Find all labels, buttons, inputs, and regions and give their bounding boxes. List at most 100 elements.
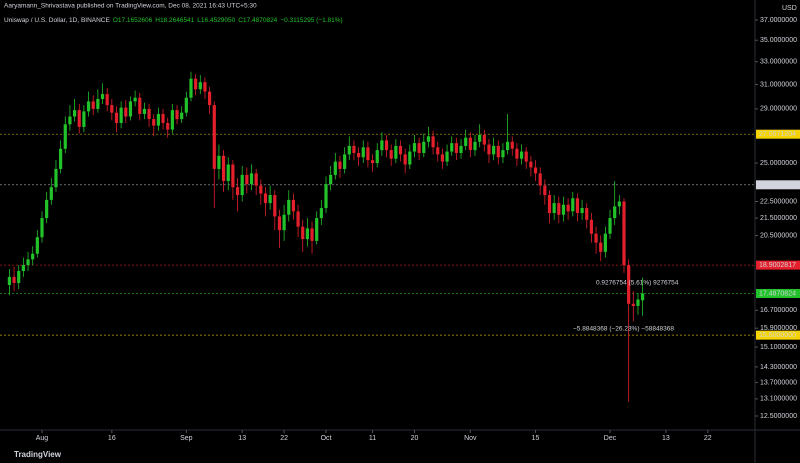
candle-body	[617, 201, 621, 207]
measure-annotation: −5.8848368 (−26.23%) −58848368	[573, 326, 674, 333]
price-label: 17.4870824	[759, 290, 796, 297]
x-tick-label: Oct	[321, 435, 332, 442]
candle-body	[12, 276, 16, 283]
price-label-box	[756, 129, 800, 139]
y-tick-label: 25.0000000	[760, 160, 797, 167]
candle-body	[114, 112, 119, 123]
candle-body	[31, 253, 35, 260]
candle-body	[445, 151, 449, 162]
price-label: 15.6000000	[759, 332, 796, 339]
candle-body	[152, 119, 156, 126]
candle-body	[82, 111, 86, 127]
candle-body	[450, 143, 454, 152]
candle-body	[217, 155, 221, 169]
candle-body	[394, 145, 398, 159]
y-tick-label: 13.1000000	[760, 396, 797, 403]
candle-body	[305, 228, 309, 240]
candle-body	[245, 174, 249, 185]
candle-body	[203, 82, 207, 92]
candle-body	[268, 195, 272, 204]
candle-body	[254, 173, 258, 186]
symbol-legend: Uniswap / U.S. Dollar, 1D, BINANCE O17.16…	[4, 17, 343, 24]
candle-body	[77, 110, 81, 127]
candle-body	[478, 134, 482, 142]
candle-body	[454, 143, 458, 153]
x-tick-label: Aug	[36, 435, 49, 442]
y-tick-label: 37.0000000	[760, 17, 797, 24]
candle-body	[561, 204, 566, 215]
candle-body	[492, 145, 496, 155]
candle-body	[194, 78, 198, 90]
y-tick-label: 16.7000000	[760, 307, 797, 314]
candle-body	[259, 185, 263, 194]
candle-body	[110, 105, 114, 113]
price-label-box	[756, 330, 800, 340]
candle-body	[459, 145, 463, 153]
y-tick-label: 12.5000000	[760, 413, 797, 420]
x-tick-label: 15	[532, 435, 540, 442]
candle-body	[641, 293, 645, 301]
candle-body	[166, 122, 170, 130]
candle-body	[333, 161, 337, 175]
candle-body	[417, 143, 421, 153]
candle-body	[436, 147, 440, 155]
candle-body	[138, 97, 142, 114]
candle-body	[347, 145, 351, 155]
y-tick-label: 20.5000000	[760, 232, 797, 239]
candle-body	[398, 145, 403, 155]
candle-body	[319, 208, 323, 219]
candle-body	[403, 154, 407, 165]
candle-body	[408, 151, 412, 165]
y-tick-label: 22.5000000	[760, 198, 797, 205]
y-tick-label: 35.0000000	[760, 37, 797, 44]
candle-body	[468, 137, 472, 151]
candle-body	[175, 110, 179, 120]
price-label-box	[756, 260, 800, 270]
candle-body	[519, 151, 524, 159]
candle-body	[357, 152, 361, 158]
candle-body	[501, 150, 505, 158]
y-tick-label: 15.9000000	[760, 325, 797, 332]
y-tick-label: 13.7000000	[760, 379, 797, 386]
candle-body	[96, 98, 100, 109]
candle-body	[594, 233, 598, 243]
candle-body	[7, 276, 11, 285]
y-tick-label: 14.3000000	[760, 364, 797, 371]
candle-body	[208, 91, 212, 106]
candle-body	[426, 136, 431, 142]
candle-body	[35, 237, 39, 254]
currency: USD	[782, 5, 797, 12]
candle-body	[338, 161, 342, 169]
candle-body	[431, 136, 435, 148]
candle-body	[384, 140, 389, 151]
candle-body	[529, 161, 533, 168]
candle-body	[189, 78, 193, 98]
candle-body	[72, 110, 77, 117]
candle-body	[277, 216, 282, 231]
candle-body	[370, 160, 375, 164]
price-label-box	[756, 180, 800, 190]
candle-body	[170, 110, 174, 130]
y-tick-label: 29.0000000	[760, 106, 797, 113]
candle-body	[287, 199, 291, 215]
candle-body	[49, 187, 53, 200]
candle-body	[273, 195, 277, 217]
candle-body	[636, 299, 640, 306]
candle-body	[515, 148, 519, 159]
close-text: C17.4870824	[238, 17, 277, 24]
candle-body	[310, 228, 314, 241]
candle-body	[366, 147, 370, 161]
candle-body	[315, 218, 319, 241]
x-tick-label: 20	[411, 435, 419, 442]
candle-body	[627, 265, 631, 304]
candle-body	[380, 140, 384, 151]
candle-body	[375, 150, 379, 164]
candle-body	[119, 107, 123, 123]
candle-body	[412, 143, 417, 152]
candle-body	[59, 148, 63, 169]
candle-body	[575, 198, 580, 214]
candle-body	[589, 219, 593, 234]
candle-body	[45, 199, 49, 219]
candle-body	[21, 265, 25, 271]
low-text: L16.4529050	[197, 17, 235, 24]
